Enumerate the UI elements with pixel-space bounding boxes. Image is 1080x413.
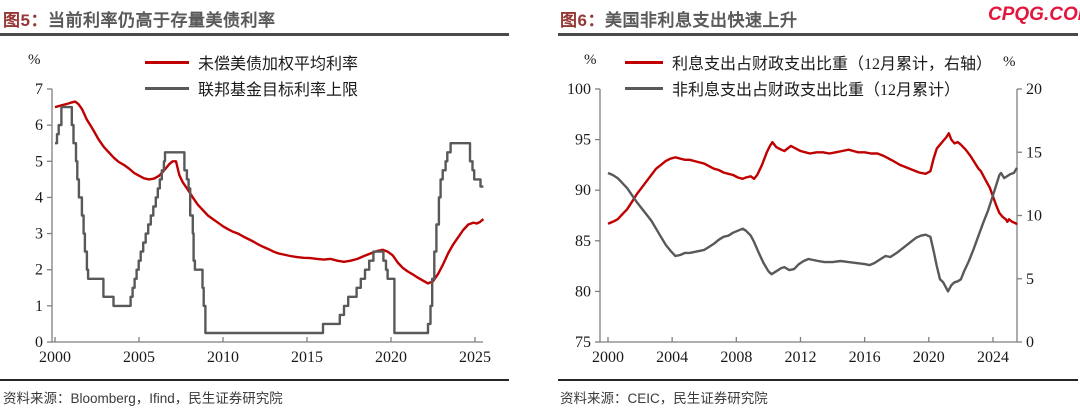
gray-line-swatch-icon xyxy=(625,86,663,90)
x-tick-label: 2020 xyxy=(375,349,407,366)
figure5-source-divider xyxy=(0,379,509,381)
figure5-line-chart: 0 1 2 3 4 5 6 7 2000 2005 2010 2015 2020 2025 xyxy=(35,81,491,366)
x-tick-label: 2025 xyxy=(459,349,491,366)
y-tick-label: 4 xyxy=(35,189,43,206)
y-tick-label: 90 xyxy=(575,182,591,199)
figure5-left-axis-unit: % xyxy=(28,52,41,68)
x-tick-label: 2024 xyxy=(977,349,1009,366)
figure5-title-divider xyxy=(0,33,509,36)
red-line-swatch-icon xyxy=(625,60,663,64)
y-tick-label: 85 xyxy=(575,233,591,250)
figure6-legend: 利息支出占财政支出比重（12月累计，右轴） 非利息支出占财政支出比重（12月累计… xyxy=(625,49,992,101)
x-tick-label: 2004 xyxy=(656,349,688,366)
y-tick-label: 6 xyxy=(35,117,43,134)
y-tick-label: 15 xyxy=(1026,144,1042,161)
y-tick-label: 5 xyxy=(1026,271,1034,288)
legend-item: 联邦基金目标利率上限 xyxy=(145,75,358,101)
y-tick-label: 0 xyxy=(35,334,43,351)
x-tick-label: 2015 xyxy=(291,349,323,366)
x-tick-label: 2005 xyxy=(123,349,155,366)
y-tick-label: 0 xyxy=(1026,334,1034,351)
figure6-title-prefix: 图6： xyxy=(560,11,605,30)
figure5-source: 资料来源：Bloomberg，Ifind，民生证券研究院 xyxy=(3,391,283,406)
figure6-panel: 图6：美国非利息支出快速上升 % % 利息支出占财政支出比重（12月累计，右轴）… xyxy=(540,0,1080,413)
figure5-title: 图5：当前利率仍高于存量美债利率 xyxy=(3,6,275,31)
figure5-legend: 未偿美债加权平均利率 联邦基金目标利率上限 xyxy=(145,49,358,101)
x-tick-label: 2020 xyxy=(913,349,945,366)
figure6-title-text: 美国非利息支出快速上升 xyxy=(604,11,798,30)
legend-item: 非利息支出占财政支出比重（12月累计） xyxy=(625,75,992,101)
figure6-line-chart: 75 80 85 90 95 100 0 5 10 15 20 2000 2004 2008 2012 201… xyxy=(567,81,1042,366)
figure5-panel: 图5：当前利率仍高于存量美债利率 % 未偿美债加权平均利率 联邦基金目标利率上限… xyxy=(0,6,509,406)
figure6-source: 资料来源：CEIC，民生证券研究院 xyxy=(560,391,768,406)
figure6-left-axis-unit: % xyxy=(584,52,597,68)
y-tick-label: 20 xyxy=(1026,81,1042,98)
x-tick-label: 2000 xyxy=(39,349,71,366)
y-tick-label: 80 xyxy=(575,283,591,300)
figure6-title-divider xyxy=(558,33,1078,36)
y-tick-label: 1 xyxy=(35,298,43,315)
y-tick-label: 100 xyxy=(567,81,591,98)
figure6-title: 图6：美国非利息支出快速上升 xyxy=(560,6,797,31)
series-line-0 xyxy=(54,100,485,285)
figure5-title-prefix: 图5： xyxy=(3,11,48,30)
y-tick-label: 5 xyxy=(35,153,43,170)
legend-item: 未偿美债加权平均利率 xyxy=(145,49,358,75)
legend-label: 利息支出占财政支出比重（12月累计，右轴） xyxy=(672,56,993,73)
y-tick-label: 10 xyxy=(1026,208,1042,225)
x-tick-label: 2016 xyxy=(849,349,881,366)
legend-label: 联邦基金目标利率上限 xyxy=(198,82,359,99)
cpqg-watermark-logo: CPQG.COM xyxy=(988,4,1080,25)
axis-frame xyxy=(599,89,1017,343)
legend-label: 未偿美债加权平均利率 xyxy=(198,56,359,73)
figure5-title-text: 当前利率仍高于存量美债利率 xyxy=(47,11,276,30)
y-tick-label: 75 xyxy=(575,334,591,351)
series-line-0 xyxy=(607,132,1018,226)
x-tick-label: 2000 xyxy=(592,349,624,366)
series-line-1 xyxy=(607,167,1019,293)
x-tick-label: 2012 xyxy=(784,349,816,366)
y-tick-label: 3 xyxy=(35,226,43,243)
x-tick-label: 2008 xyxy=(720,349,752,366)
red-line-swatch-icon xyxy=(145,60,189,64)
axis-frame xyxy=(51,89,483,343)
y-tick-label: 95 xyxy=(575,132,591,149)
figure6-right-axis-unit: % xyxy=(1003,54,1016,70)
legend-label: 非利息支出占财政支出比重（12月累计） xyxy=(672,82,961,99)
series-line-1 xyxy=(55,105,484,335)
x-tick-label: 2010 xyxy=(207,349,239,366)
y-tick-label: 7 xyxy=(35,81,43,98)
y-tick-label: 2 xyxy=(35,262,43,279)
legend-item: 利息支出占财政支出比重（12月累计，右轴） xyxy=(625,49,992,75)
gray-line-swatch-icon xyxy=(145,86,189,90)
figure6-source-divider xyxy=(558,379,1078,381)
